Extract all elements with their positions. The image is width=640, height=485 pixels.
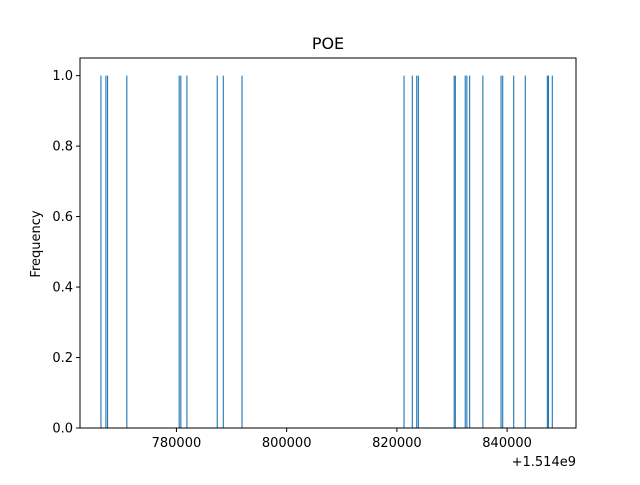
- x-tick-label: 820000: [372, 436, 422, 451]
- bar: [403, 75, 405, 429]
- bar: [417, 75, 419, 429]
- y-tick-label: 0.2: [52, 351, 73, 366]
- bar: [453, 75, 455, 429]
- bar: [500, 75, 502, 429]
- bars-group: [100, 75, 553, 429]
- bar: [469, 75, 471, 429]
- bar: [546, 75, 548, 429]
- y-tick-label: 0.6: [52, 210, 73, 225]
- x-offset-label: +1.514e9: [512, 455, 576, 470]
- y-tick-label: 1.0: [52, 69, 73, 84]
- y-axis-label: Frequency: [29, 210, 44, 277]
- bar: [105, 75, 107, 429]
- bar: [482, 75, 484, 429]
- bar: [466, 75, 468, 429]
- x-tick-label: 780000: [152, 436, 202, 451]
- bar: [241, 75, 243, 429]
- bar: [502, 75, 504, 429]
- y-tick-label: 0.4: [52, 281, 73, 296]
- y-tick-label: 0.0: [52, 422, 73, 437]
- x-tick-label: 800000: [262, 436, 312, 451]
- bar: [222, 75, 224, 429]
- x-ticks-group: 780000 800000 820000 840000: [152, 428, 532, 451]
- bar: [547, 75, 549, 429]
- y-ticks-group: 0.0 0.2 0.4 0.6 0.8 1.0: [52, 69, 80, 437]
- bar: [180, 75, 182, 429]
- plot-frame: [79, 57, 577, 429]
- bar: [513, 75, 515, 429]
- bar: [126, 75, 128, 429]
- bar: [416, 75, 418, 429]
- bar: [178, 75, 180, 429]
- bar: [464, 75, 466, 429]
- bar: [186, 75, 188, 429]
- bar: [107, 75, 109, 429]
- bar: [454, 75, 456, 429]
- bar: [411, 75, 413, 429]
- x-tick-label: 840000: [482, 436, 532, 451]
- bar: [216, 75, 218, 429]
- bar: [551, 75, 553, 429]
- chart-title: POE: [312, 34, 344, 53]
- y-tick-label: 0.8: [52, 140, 73, 155]
- bar: [100, 75, 102, 429]
- bar: [524, 75, 526, 429]
